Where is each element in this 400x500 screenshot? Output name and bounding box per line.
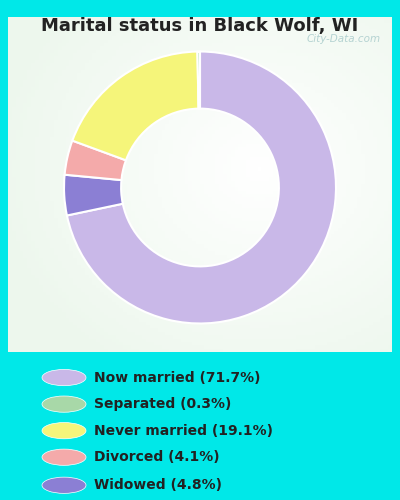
Circle shape — [42, 477, 86, 494]
Text: City-Data.com: City-Data.com — [306, 34, 380, 44]
Text: Widowed (4.8%): Widowed (4.8%) — [94, 478, 222, 492]
Circle shape — [42, 370, 86, 386]
Wedge shape — [64, 174, 123, 216]
Text: Never married (19.1%): Never married (19.1%) — [94, 424, 273, 438]
Wedge shape — [67, 52, 336, 324]
Circle shape — [42, 449, 86, 466]
Text: Now married (71.7%): Now married (71.7%) — [94, 370, 260, 384]
Circle shape — [42, 396, 86, 412]
Text: Marital status in Black Wolf, WI: Marital status in Black Wolf, WI — [41, 18, 359, 36]
Text: Divorced (4.1%): Divorced (4.1%) — [94, 450, 220, 464]
Wedge shape — [72, 52, 198, 160]
Wedge shape — [65, 140, 126, 180]
Circle shape — [42, 422, 86, 439]
Text: Separated (0.3%): Separated (0.3%) — [94, 397, 231, 411]
Wedge shape — [198, 52, 200, 108]
